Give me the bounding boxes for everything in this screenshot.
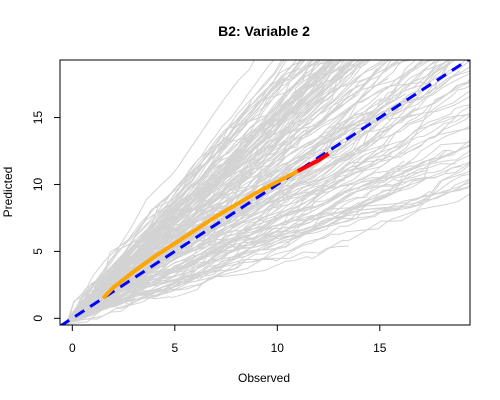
- background-line: [72, 105, 470, 320]
- background-line: [67, 60, 341, 321]
- plot-frame: [59, 59, 471, 326]
- y-axis-label: Predicted: [1, 167, 15, 218]
- background-line: [73, 90, 470, 321]
- background-line: [77, 60, 333, 316]
- background-line: [72, 182, 470, 321]
- background-line: [77, 60, 283, 314]
- background-line: [68, 60, 301, 324]
- background-line: [74, 60, 298, 318]
- background-line: [71, 60, 443, 317]
- background-line: [74, 161, 470, 318]
- background-line: [68, 60, 333, 319]
- background-lines: [65, 60, 470, 325]
- background-line: [74, 139, 470, 315]
- x-tick-label: 5: [171, 341, 178, 355]
- series-line-0: [60, 60, 470, 325]
- chart-title: B2: Variable 2: [218, 23, 310, 39]
- series-layer: [60, 60, 470, 325]
- series-line-2: [296, 152, 330, 173]
- background-line: [73, 60, 306, 316]
- y-tick-label: 10: [31, 177, 45, 191]
- y-tick-label: 5: [31, 248, 45, 255]
- background-line: [74, 125, 470, 319]
- background-line: [70, 143, 470, 321]
- background-line: [71, 60, 320, 321]
- background-line: [75, 60, 305, 319]
- y-tick-label: 15: [31, 111, 45, 125]
- y-tick-label: 0: [31, 315, 45, 322]
- x-tick-label: 0: [69, 341, 76, 355]
- y-axis: 0 5 10 15: [31, 111, 60, 322]
- background-line: [76, 60, 315, 319]
- x-axis: 0 5 10 15: [69, 325, 387, 355]
- series-line-1: [101, 169, 299, 300]
- x-axis-label: Observed: [238, 371, 290, 385]
- background-line: [75, 60, 334, 319]
- background-line: [73, 193, 470, 318]
- background-line: [72, 60, 340, 317]
- x-tick-label: 15: [373, 341, 387, 355]
- background-line: [67, 186, 470, 321]
- background-line: [70, 170, 470, 323]
- background-line: [74, 154, 366, 317]
- background-line: [76, 153, 392, 318]
- background-line: [72, 74, 375, 317]
- x-tick-label: 10: [271, 341, 285, 355]
